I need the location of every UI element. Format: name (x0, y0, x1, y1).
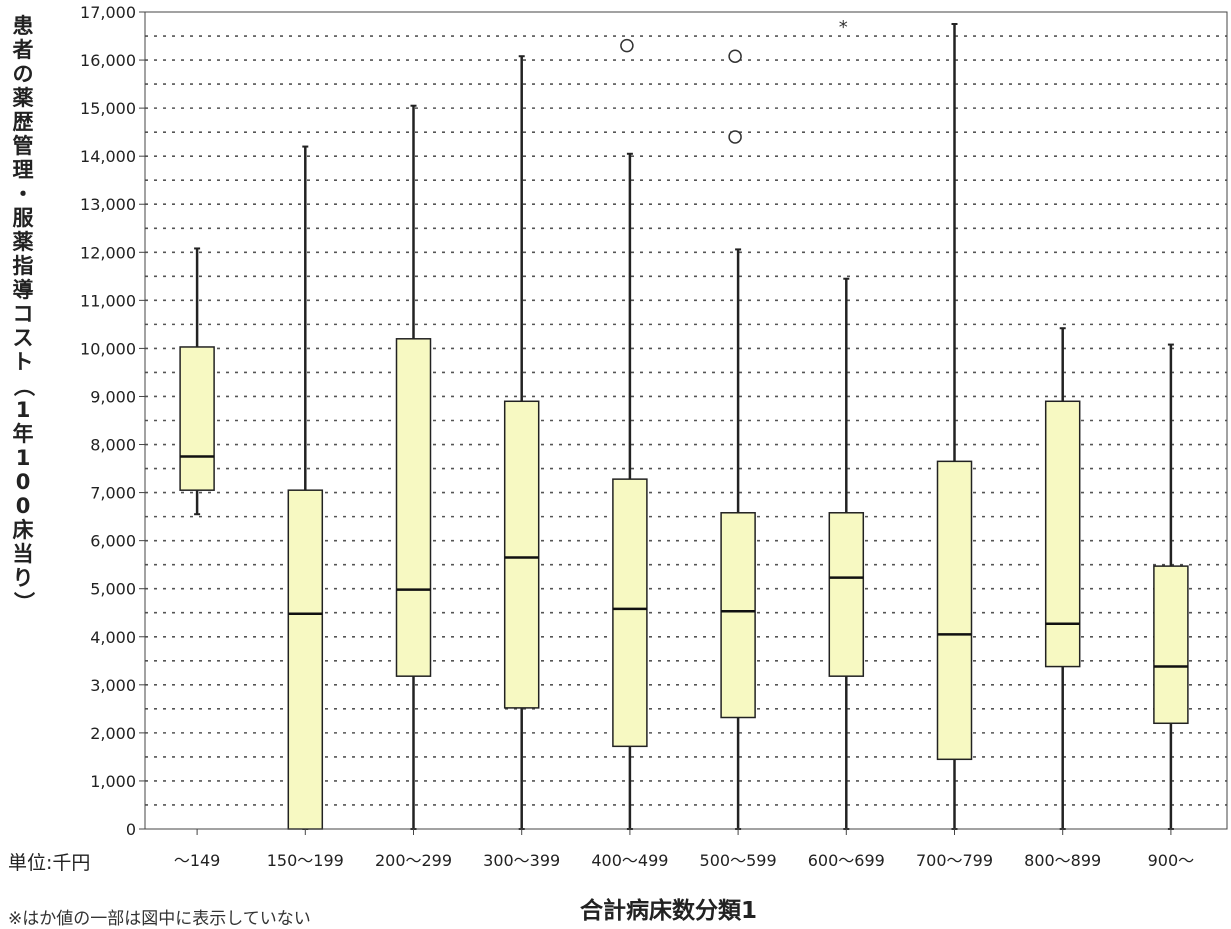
y-title-char: ・ (12, 182, 34, 206)
x-tick-label: 800～899 (1024, 851, 1101, 870)
x-tick-label: 600～699 (808, 851, 885, 870)
x-tick-label: 150～199 (267, 851, 344, 870)
y-title-char: 1 (15, 398, 31, 422)
box-9 (1044, 327, 1081, 830)
y-title-char: 患 (12, 14, 34, 38)
iqr-box (828, 512, 865, 677)
y-title-char: り (12, 566, 34, 590)
y-title-char: ） (11, 591, 35, 613)
y-title-char: 管 (12, 134, 34, 158)
y-tick-label: 9,000 (90, 387, 136, 406)
box-1 (179, 247, 215, 516)
x-tick-label: 200～299 (375, 851, 452, 870)
iqr-box (503, 400, 540, 709)
box-3 (395, 104, 432, 830)
y-tick-label: 5,000 (90, 580, 136, 599)
x-tick-label: ～149 (174, 851, 221, 870)
y-tick-label: 17,000 (80, 3, 136, 22)
y-title-char: 導 (12, 278, 34, 302)
y-title-char: 1 (15, 446, 31, 470)
x-tick-label: 700～799 (916, 851, 993, 870)
iqr-box (1153, 565, 1189, 725)
y-title-char: 年 (12, 422, 34, 446)
x-axis-ticks: ～149 150～199 200～299 300～399 400～499 500～599 6… (174, 829, 1194, 870)
y-tick-label: 15,000 (80, 99, 136, 118)
x-tick-label: 400～499 (591, 851, 668, 870)
iqr-box (1044, 400, 1081, 668)
y-tick-label: 0 (126, 820, 136, 839)
iqr-box (287, 489, 324, 830)
box-4 (503, 55, 540, 830)
outlier-point (728, 49, 742, 63)
y-title-char: （ (11, 375, 35, 397)
plot-frame (144, 11, 1228, 830)
y-title-char: 者 (12, 38, 34, 62)
y-title-char: 理 (12, 158, 34, 182)
y-title-char: 床 (12, 518, 34, 542)
footnote: ※はか値の一部は図中に表示していない (8, 909, 311, 929)
box-6 (720, 49, 756, 830)
extreme-point: * (839, 17, 848, 38)
y-title-char: 薬 (12, 230, 34, 254)
y-tick-label: 12,000 (80, 243, 136, 262)
outlier-point (620, 38, 634, 53)
box-10 (1153, 343, 1189, 830)
y-tick-label: 16,000 (80, 51, 136, 70)
y-title-char: 当 (12, 542, 34, 566)
y-title-char: 指 (12, 254, 34, 278)
y-title-char: ス (12, 326, 34, 350)
x-tick-label: 500～599 (700, 851, 777, 870)
iqr-box (395, 338, 432, 677)
y-tick-label: 13,000 (80, 195, 136, 214)
y-tick-label: 11,000 (80, 291, 136, 310)
box-5 (612, 38, 648, 830)
y-axis-ticks: 0 1,000 2,000 3,000 4,000 5,000 6,000 7,000 8,00… (80, 3, 145, 839)
iqr-box (179, 346, 215, 491)
box-7: * (828, 17, 865, 830)
y-title-char: の (12, 62, 34, 86)
y-title-char: コ (12, 302, 34, 326)
outlier-point (728, 130, 742, 144)
y-title-char: 服 (12, 206, 34, 230)
box-series: * (179, 17, 1189, 830)
y-tick-label: 7,000 (90, 484, 136, 503)
y-tick-label: 8,000 (90, 436, 136, 455)
y-tick-label: 1,000 (90, 772, 136, 791)
y-tick-label: 14,000 (80, 147, 136, 166)
unit-note: 単位:千円 (8, 852, 91, 874)
y-title-char: 薬 (12, 86, 34, 110)
x-axis-title: 合計病床数分類1 (580, 898, 758, 924)
y-title-char: ト (12, 350, 34, 374)
y-axis-title: 患者の薬歴管理・服薬指導コスト（1 年 1 0 0 床当り） (6, 14, 40, 614)
y-tick-label: 6,000 (90, 532, 136, 551)
iqr-box (612, 478, 648, 748)
box-2 (287, 145, 324, 830)
y-tick-label: 4,000 (90, 628, 136, 647)
y-title-char: 歴 (12, 110, 34, 134)
iqr-box (936, 460, 973, 761)
x-tick-label: 900～ (1148, 851, 1195, 870)
x-tick-label: 300～399 (483, 851, 560, 870)
iqr-box (720, 512, 756, 719)
y-title-char: 0 (15, 470, 31, 494)
y-tick-label: 3,000 (90, 676, 136, 695)
y-tick-label: 10,000 (80, 339, 136, 358)
y-title-char: 0 (15, 494, 31, 518)
y-tick-label: 2,000 (90, 724, 136, 743)
box-8 (936, 23, 973, 830)
